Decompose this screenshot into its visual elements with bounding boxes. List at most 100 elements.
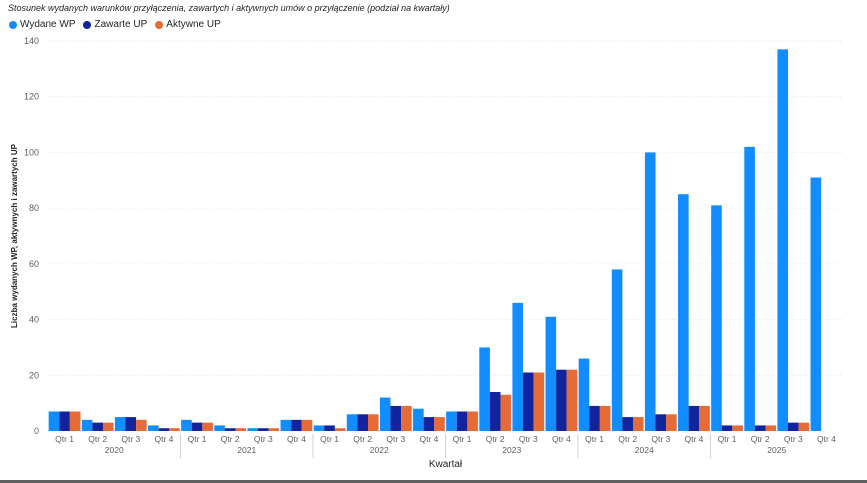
- bar[interactable]: [169, 428, 180, 431]
- bar[interactable]: [291, 419, 302, 431]
- bar[interactable]: [158, 428, 170, 431]
- bar[interactable]: [666, 414, 677, 431]
- y-tick-label: 120: [24, 92, 39, 102]
- bar[interactable]: [721, 425, 733, 431]
- bar[interactable]: [434, 417, 445, 431]
- bar[interactable]: [711, 205, 722, 431]
- bar[interactable]: [500, 394, 512, 431]
- legend-item-wydane-wp[interactable]: Wydane WP: [9, 19, 75, 30]
- bar[interactable]: [456, 411, 468, 432]
- bar[interactable]: [699, 405, 710, 431]
- bar[interactable]: [280, 419, 292, 431]
- y-tick-label: 0: [34, 426, 39, 436]
- bar[interactable]: [810, 177, 822, 432]
- bar[interactable]: [224, 428, 236, 431]
- bar[interactable]: [48, 411, 60, 432]
- bar[interactable]: [655, 414, 667, 431]
- x-group-label: 2020: [105, 445, 124, 455]
- bar[interactable]: [533, 372, 545, 432]
- y-tick-label: 100: [24, 147, 39, 157]
- bar[interactable]: [788, 422, 799, 431]
- x-tick-label: Qtr 3: [651, 434, 670, 444]
- bar[interactable]: [754, 425, 766, 431]
- x-group-label: 2022: [370, 445, 389, 455]
- bar[interactable]: [578, 358, 590, 431]
- bar[interactable]: [301, 419, 313, 431]
- legend-item-zawarte-up[interactable]: Zawarte UP: [83, 19, 147, 30]
- bar[interactable]: [313, 425, 325, 431]
- bar[interactable]: [125, 417, 137, 431]
- legend-dot-icon: [155, 20, 164, 29]
- bar[interactable]: [92, 422, 103, 431]
- chart-title: Stosunek wydanych warunków przyłączenia,…: [8, 3, 450, 13]
- bar[interactable]: [632, 417, 644, 431]
- bar[interactable]: [467, 411, 478, 432]
- bar[interactable]: [446, 411, 457, 432]
- x-tick-label: Qtr 1: [55, 434, 74, 444]
- bar[interactable]: [379, 397, 391, 431]
- bar[interactable]: [599, 405, 611, 431]
- bar[interactable]: [235, 428, 247, 431]
- x-tick-label: Qtr 4: [419, 434, 438, 444]
- bar[interactable]: [644, 152, 656, 431]
- legend-label: Zawarte UP: [94, 19, 148, 30]
- bottom-border: [0, 480, 867, 483]
- bar[interactable]: [744, 146, 755, 432]
- bar[interactable]: [357, 414, 368, 431]
- bar[interactable]: [611, 269, 623, 431]
- bar[interactable]: [334, 428, 346, 431]
- bar[interactable]: [423, 417, 435, 431]
- x-axis-title: Kwartał: [429, 459, 463, 470]
- x-tick-label: Qtr 2: [221, 434, 240, 444]
- bar[interactable]: [566, 369, 578, 431]
- legend-dot-icon: [83, 20, 92, 29]
- bar[interactable]: [512, 302, 524, 431]
- x-tick-label: Qtr 2: [618, 434, 637, 444]
- bar[interactable]: [479, 347, 490, 431]
- bar[interactable]: [401, 405, 412, 431]
- x-tick-label: Qtr 4: [817, 434, 836, 444]
- legend-item-aktywne-up[interactable]: Aktywne UP: [155, 19, 221, 30]
- bar[interactable]: [324, 425, 335, 431]
- bar[interactable]: [181, 419, 192, 431]
- bar[interactable]: [798, 422, 810, 431]
- bar[interactable]: [678, 194, 689, 431]
- bar[interactable]: [765, 425, 777, 431]
- bar[interactable]: [523, 372, 534, 432]
- bar[interactable]: [258, 428, 269, 431]
- x-group-label: 2021: [237, 445, 256, 455]
- bar[interactable]: [346, 414, 358, 431]
- bar[interactable]: [390, 405, 402, 431]
- bar[interactable]: [136, 419, 147, 431]
- bar[interactable]: [688, 405, 700, 431]
- bar[interactable]: [589, 405, 600, 431]
- bar[interactable]: [489, 392, 501, 431]
- bar[interactable]: [268, 428, 280, 431]
- bar[interactable]: [413, 408, 424, 431]
- bar[interactable]: [148, 425, 159, 431]
- bar[interactable]: [545, 316, 557, 431]
- bar[interactable]: [102, 422, 114, 431]
- bar[interactable]: [247, 428, 259, 431]
- y-tick-label: 40: [29, 315, 39, 325]
- bar[interactable]: [114, 417, 126, 431]
- bar[interactable]: [69, 411, 81, 432]
- x-group-label: 2023: [502, 445, 521, 455]
- bar[interactable]: [59, 411, 70, 432]
- bar[interactable]: [191, 422, 203, 431]
- bar[interactable]: [214, 425, 225, 431]
- bar[interactable]: [367, 414, 379, 431]
- x-tick-label: Qtr 3: [386, 434, 405, 444]
- y-tick-label: 60: [29, 259, 39, 269]
- bar[interactable]: [556, 369, 567, 431]
- x-tick-label: Qtr 2: [486, 434, 505, 444]
- bar[interactable]: [622, 417, 633, 431]
- bar[interactable]: [732, 425, 743, 431]
- x-tick-label: Qtr 1: [188, 434, 207, 444]
- bar[interactable]: [81, 419, 93, 431]
- bar[interactable]: [777, 49, 789, 432]
- bar[interactable]: [202, 422, 213, 431]
- x-tick-label: Qtr 3: [784, 434, 803, 444]
- legend: Wydane WP Zawarte UP Aktywne UP: [9, 19, 221, 30]
